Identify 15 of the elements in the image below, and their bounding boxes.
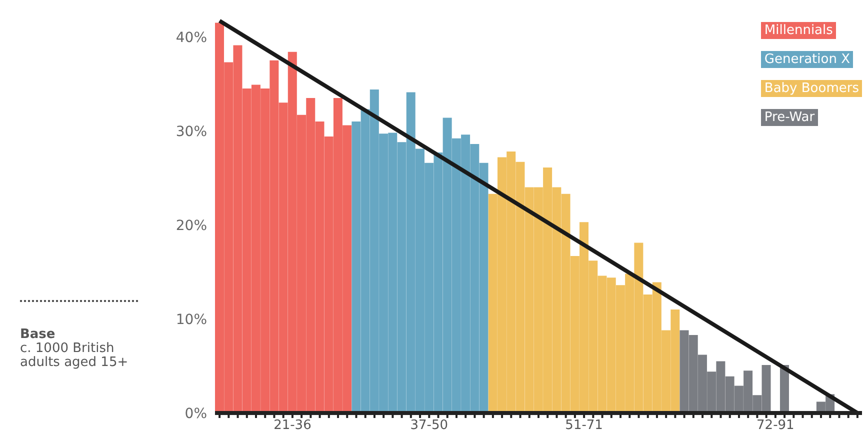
text: c. 1000 British adults aged 15+ xyxy=(20,341,130,370)
y-tick-label: 20% xyxy=(176,218,207,234)
y-tick-label: 40% xyxy=(176,30,207,46)
text: Pre-War xyxy=(761,109,818,126)
text: Baby Boomers xyxy=(761,80,862,97)
x-tick-label: 72-91 xyxy=(756,418,794,434)
x-tick-label: 21-36 xyxy=(274,418,312,434)
x-tick-label: 51-71 xyxy=(565,418,603,434)
x-tick-label: 37-50 xyxy=(410,418,448,434)
y-tick-label: 0% xyxy=(184,406,207,422)
text: Base xyxy=(20,327,56,342)
text: Millennials xyxy=(761,22,836,39)
y-tick-label: 30% xyxy=(176,124,207,140)
y-tick-label: 10% xyxy=(176,312,207,328)
text: Generation X xyxy=(761,51,853,68)
